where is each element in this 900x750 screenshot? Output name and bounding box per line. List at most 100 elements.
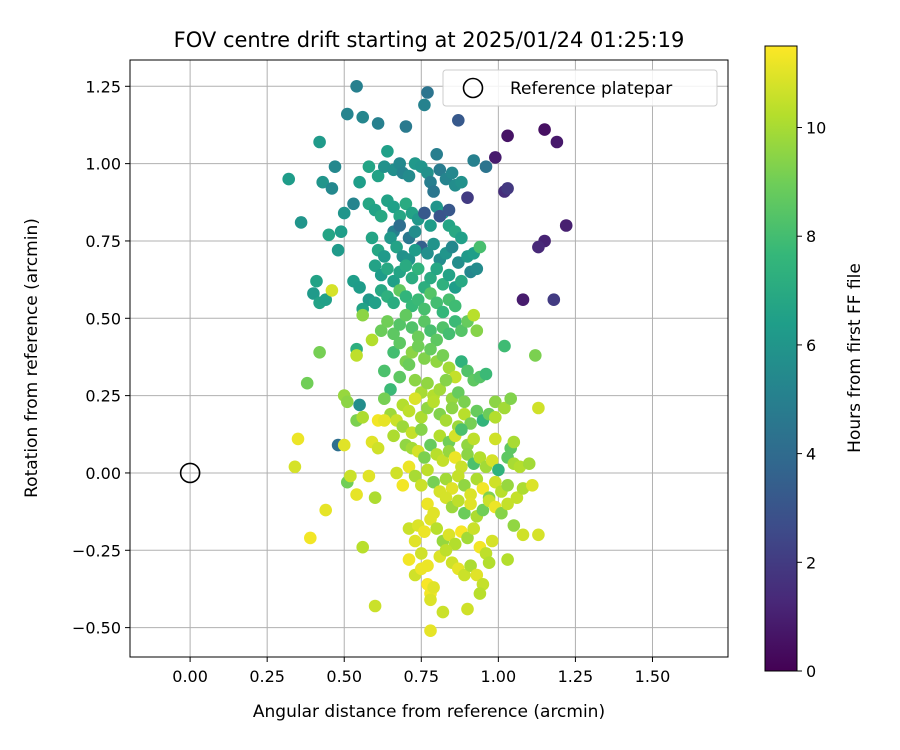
scatter-point bbox=[501, 497, 514, 511]
scatter-point bbox=[331, 243, 345, 257]
scatter-point bbox=[427, 475, 440, 489]
scatter-point bbox=[455, 355, 468, 368]
scatter-point bbox=[476, 482, 490, 495]
scatter-point bbox=[294, 216, 308, 229]
scatter-point bbox=[353, 281, 366, 294]
scatter-point bbox=[510, 491, 524, 505]
scatter-point bbox=[310, 274, 323, 288]
scatter-point bbox=[368, 599, 382, 613]
scatter-point bbox=[316, 175, 330, 189]
scatter-point bbox=[300, 376, 314, 390]
x-axis-ticks: 0.00 0.25 0.50 0.75 1.00 1.25 1.50 bbox=[172, 657, 670, 686]
scatter-point bbox=[445, 401, 459, 415]
scatter-point bbox=[371, 169, 385, 183]
scatter-point bbox=[325, 182, 339, 195]
scatter-point bbox=[393, 336, 407, 350]
scatter-point bbox=[378, 250, 391, 263]
scatter-point bbox=[498, 339, 511, 353]
scatter-point bbox=[427, 237, 440, 251]
scatter-point bbox=[387, 429, 400, 443]
scatter-point bbox=[365, 333, 379, 347]
scatter-point bbox=[408, 225, 422, 238]
scatter-point bbox=[381, 262, 394, 276]
scatter-point bbox=[433, 383, 447, 396]
y-tick-label: 1.00 bbox=[85, 155, 121, 174]
scatter-point bbox=[501, 553, 514, 566]
scatter-point bbox=[384, 231, 397, 245]
scatter-point bbox=[458, 479, 471, 492]
legend-label: Reference platepar bbox=[510, 79, 672, 99]
scatter-point bbox=[522, 457, 536, 471]
x-tick-label: 0.50 bbox=[326, 667, 362, 686]
scatter-point bbox=[411, 339, 425, 353]
scatter-point bbox=[378, 392, 391, 406]
scatter-point bbox=[470, 324, 484, 338]
scatter-point bbox=[411, 293, 425, 307]
scatter-point bbox=[452, 469, 465, 483]
scatter-point bbox=[448, 451, 462, 464]
scatter-point bbox=[442, 327, 456, 341]
scatter-point bbox=[470, 472, 484, 486]
scatter-point bbox=[445, 166, 459, 180]
scatter-point bbox=[430, 522, 444, 535]
scatter-point bbox=[396, 479, 410, 492]
scatter-point bbox=[448, 299, 462, 313]
scatter-point bbox=[439, 414, 453, 427]
colorbar-tick-label: 2 bbox=[806, 553, 816, 572]
scatter-point bbox=[418, 315, 431, 328]
x-tick-label: 0.75 bbox=[403, 667, 439, 686]
scatter-point bbox=[458, 568, 471, 582]
scatter-point bbox=[368, 491, 382, 505]
scatter-point bbox=[399, 259, 413, 273]
plot-frame bbox=[129, 59, 729, 658]
scatter-point bbox=[362, 160, 376, 173]
scatter-point bbox=[452, 114, 465, 127]
scatter-point bbox=[393, 219, 407, 232]
scatter-point bbox=[436, 605, 450, 619]
scatter-point bbox=[516, 293, 530, 307]
scatter-point bbox=[356, 110, 370, 124]
scatter-point bbox=[319, 293, 333, 307]
scatter-point bbox=[436, 278, 450, 291]
scatter-point bbox=[538, 123, 551, 136]
scatter-point bbox=[458, 395, 471, 409]
scatter-point bbox=[507, 519, 521, 532]
scatter-point bbox=[304, 531, 317, 545]
colorbar-gradient bbox=[764, 45, 798, 672]
scatter-point bbox=[350, 488, 363, 501]
scatter-point bbox=[415, 411, 428, 424]
scatter-point bbox=[470, 404, 484, 418]
scatter-point bbox=[442, 528, 456, 542]
scatter-point bbox=[374, 209, 388, 223]
scatter-point bbox=[424, 324, 437, 338]
scatter-point bbox=[387, 200, 400, 214]
reference-marker bbox=[179, 462, 201, 484]
scatter-point bbox=[393, 209, 407, 223]
scatter-point bbox=[470, 568, 484, 582]
scatter-point bbox=[445, 240, 459, 254]
scatter-point bbox=[405, 321, 419, 334]
scatter-point bbox=[479, 160, 493, 173]
scatter-point bbox=[492, 463, 505, 477]
scatter-point bbox=[445, 482, 459, 495]
scatter-point bbox=[378, 414, 391, 427]
scatter-point bbox=[322, 228, 336, 242]
scatter-point bbox=[473, 587, 487, 600]
scatter-point bbox=[452, 386, 465, 399]
x-tick-label: 1.00 bbox=[481, 667, 517, 686]
data-points bbox=[282, 80, 573, 637]
scatter-point bbox=[319, 503, 333, 517]
scatter-point bbox=[353, 175, 366, 189]
scatter-point bbox=[455, 423, 468, 436]
scatter-point bbox=[547, 293, 561, 307]
scatter-point bbox=[337, 206, 351, 220]
scatter-point bbox=[325, 284, 339, 297]
scatter-point bbox=[347, 197, 360, 211]
scatter-point bbox=[467, 308, 481, 322]
scatter-point bbox=[350, 80, 363, 93]
scatter-point bbox=[399, 308, 413, 322]
scatter-point bbox=[353, 398, 366, 412]
y-tick-label: 0.25 bbox=[85, 387, 121, 406]
scatter-point bbox=[430, 333, 444, 347]
scatter-point bbox=[461, 448, 474, 461]
